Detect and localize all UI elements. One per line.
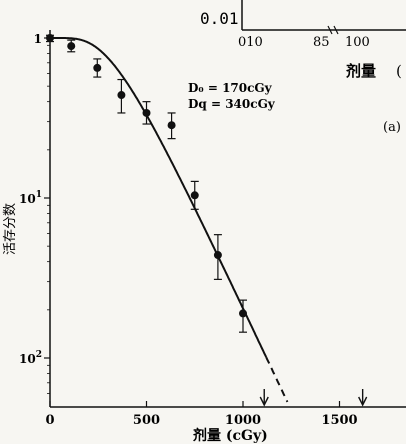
data-point-0 — [46, 34, 54, 43]
fit-curve-group — [50, 37, 289, 403]
y-axis-label: 活存分数 — [3, 203, 18, 255]
inset-fragment: 0.01 010 85 100 剂量 ( (a) — [200, 0, 406, 135]
x-tick-label-0: 0 — [45, 413, 54, 428]
x-tick-label-500: 500 — [133, 413, 160, 428]
x-tick-label-1000: 1000 — [225, 413, 261, 428]
point-marker — [190, 191, 199, 200]
data-points — [46, 34, 247, 333]
x-axis-label: 剂量 (cGy) — [193, 427, 268, 444]
inset-xtick-010: 010 — [238, 35, 263, 50]
inset-xtick-100: 100 — [345, 35, 370, 50]
dq-annotation: Dq = 340cGy — [188, 97, 276, 111]
data-point-3 — [117, 78, 126, 114]
y-tick-label-0: 1 — [34, 32, 42, 46]
inset-axis-break — [327, 25, 333, 35]
point-marker — [142, 108, 151, 117]
y-tick-base-2: 10 — [19, 352, 36, 366]
x-tick-label-1500: 1500 — [321, 413, 357, 428]
point-marker — [213, 251, 222, 260]
y-tick-base-0: 1 — [34, 32, 42, 46]
d0-annotation: D₀ = 170cGy — [188, 81, 273, 95]
data-point-2 — [93, 58, 102, 78]
y-tick-exponent-2: 2 — [36, 350, 42, 360]
axes — [49, 30, 406, 408]
data-point-6 — [190, 180, 199, 210]
data-point-1 — [67, 39, 76, 53]
inset-axis-break-2 — [333, 25, 339, 35]
y-tick-label-2: 102 — [19, 350, 42, 366]
point-marker — [167, 121, 176, 130]
arrow-head-0 — [259, 396, 269, 407]
data-point-7 — [213, 234, 222, 280]
point-marker — [46, 34, 54, 42]
fit-curve-solid — [50, 37, 268, 358]
arrow-head-1 — [358, 396, 368, 407]
point-marker — [239, 309, 247, 318]
x-ticks: 0 500 1000 1500 — [45, 401, 358, 428]
data-point-5 — [167, 112, 176, 140]
inset-ytick-label: 0.01 — [200, 9, 239, 28]
point-marker — [117, 91, 126, 100]
inset-xlabel: 剂量 — [346, 62, 376, 80]
inset-xlabel-tail: ( — [396, 62, 402, 80]
y-tick-label-1: 101 — [19, 190, 42, 206]
fit-curve-dashed — [265, 356, 289, 403]
y-tick-base-1: 10 — [19, 192, 36, 206]
inset-panel-label: (a) — [383, 120, 401, 135]
inset-xtick-85: 85 — [313, 35, 330, 50]
point-marker — [93, 63, 102, 72]
y-tick-exponent-1: 1 — [36, 190, 42, 200]
data-point-8 — [239, 299, 247, 333]
arrow-markers — [259, 389, 368, 407]
point-marker — [67, 42, 76, 51]
data-point-4 — [142, 101, 151, 125]
